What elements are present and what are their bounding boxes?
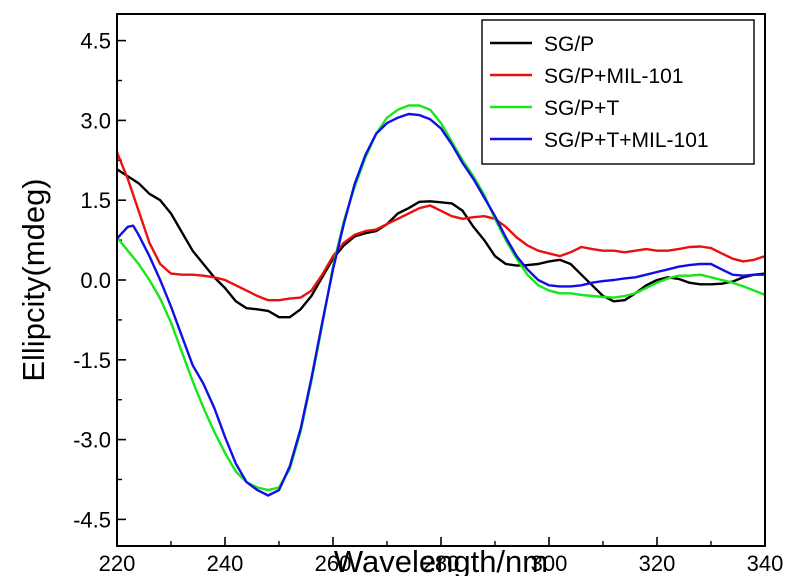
x-axis-ticks: 220 240 260 280 300 320 340 xyxy=(99,537,784,576)
legend-entry: SG/P+MIL-101 xyxy=(544,65,683,88)
series-line-2 xyxy=(117,151,765,302)
x-tick-label: 300 xyxy=(531,551,568,576)
y-axis-ticks: -4.5 -3.0 -1.5 0.0 1.5 3.0 4.5 xyxy=(73,29,126,532)
x-tick-label: 220 xyxy=(99,551,136,576)
y-tick-label: -3.0 xyxy=(73,428,111,453)
plot-area xyxy=(117,104,765,497)
series-line-1 xyxy=(117,168,765,319)
x-tick-label: 260 xyxy=(315,551,352,576)
y-tick-label: 1.5 xyxy=(80,188,111,213)
x-tick-label: 280 xyxy=(423,551,460,576)
y-tick-label: -4.5 xyxy=(73,507,111,532)
x-tick-label: 240 xyxy=(207,551,244,576)
x-tick-label: 340 xyxy=(747,551,784,576)
legend-entry: SG/P xyxy=(544,33,594,56)
y-tick-label: 0.0 xyxy=(80,268,111,293)
x-axis-title: Wavelength/nm xyxy=(334,544,548,576)
y-axis-title: Ellipcity(mdeg) xyxy=(16,178,51,381)
x-tick-label: 320 xyxy=(639,551,676,576)
y-tick-label: 3.0 xyxy=(80,108,111,133)
plot-frame xyxy=(116,13,766,547)
series-line-3 xyxy=(117,104,765,492)
legend-entry: SG/P+T+MIL-101 xyxy=(544,129,709,152)
series-line-4 xyxy=(117,112,765,497)
legend-entry: SG/P+T xyxy=(544,97,619,120)
legend: SG/P SG/P+MIL-101 SG/P+T SG/P+T+MIL-101 xyxy=(481,19,755,165)
y-tick-label: -1.5 xyxy=(73,348,111,373)
y-tick-label: 4.5 xyxy=(80,29,111,54)
